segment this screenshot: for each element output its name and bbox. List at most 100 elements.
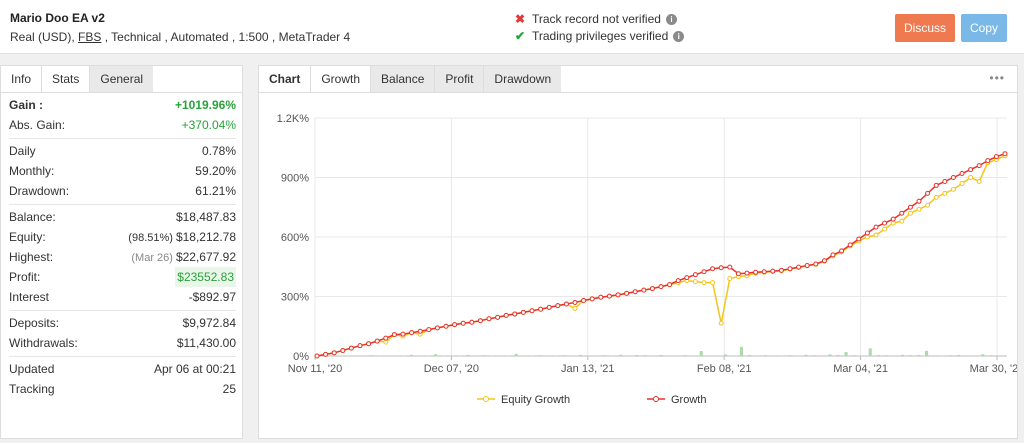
volume-bar	[514, 353, 518, 356]
growth-point	[744, 270, 750, 276]
growth-point	[950, 175, 956, 180]
equity-growth-point	[692, 279, 698, 285]
equity-growth-point	[925, 202, 931, 208]
growth-point	[512, 311, 518, 317]
volume-bar	[860, 355, 864, 356]
growth-point	[400, 331, 406, 337]
tab-profit[interactable]: Profit	[434, 66, 484, 92]
growth-point	[348, 345, 354, 351]
growth-point	[925, 190, 931, 196]
volume-bar	[731, 355, 735, 356]
volume-bar	[925, 350, 929, 356]
growth-point	[477, 318, 483, 324]
system-title: Mario Doo EA v2	[10, 11, 105, 25]
equity-growth-point	[882, 226, 888, 232]
equity-growth-point	[383, 339, 389, 345]
equity-growth-point	[968, 175, 974, 180]
equity-growth-point	[916, 206, 922, 212]
more-options-icon[interactable]: •••	[989, 71, 1005, 85]
x-tick-label: Dec 07, '20	[424, 363, 479, 375]
x-tick-label: Mar 04, '21	[833, 363, 888, 375]
volume-bar	[603, 355, 607, 356]
volume-bar	[619, 354, 623, 356]
volume-bar	[772, 355, 776, 356]
volume-bar	[933, 355, 937, 356]
volume-bar	[852, 355, 856, 356]
growth-point	[606, 293, 612, 299]
tab-balance[interactable]: Balance	[370, 66, 435, 92]
volume-bar	[812, 355, 816, 356]
growth-point	[520, 309, 526, 315]
equity-growth-point	[572, 305, 578, 311]
stat-abs-gain: Abs. Gain: +370.04%	[9, 118, 236, 132]
growth-line	[316, 152, 1006, 357]
y-tick-label: 600%	[281, 232, 309, 244]
volume-bar	[635, 355, 639, 356]
equity-growth-point	[890, 220, 896, 226]
equity-growth-point	[727, 276, 733, 282]
volume-bar	[900, 354, 904, 356]
volume-bar	[957, 355, 961, 356]
growth-point	[486, 316, 492, 322]
tab-drawdown[interactable]: Drawdown	[483, 66, 562, 92]
growth-point	[856, 236, 862, 242]
equity-growth-point	[899, 218, 905, 224]
growth-point	[340, 347, 346, 353]
growth-point	[735, 271, 741, 277]
copy-button[interactable]: Copy	[961, 14, 1007, 42]
growth-point	[555, 303, 561, 309]
system-subtitle: Real (USD), FBS , Technical , Automated …	[10, 30, 351, 44]
growth-point	[503, 312, 509, 318]
stat-highest: Highest: (Mar 26) $22,677.92	[9, 250, 236, 264]
info-icon[interactable]: i	[673, 30, 685, 42]
volume-bar	[659, 355, 663, 356]
stat-updated: Updated Apr 06 at 00:21	[9, 362, 236, 376]
equity-growth-point	[873, 232, 879, 238]
volume-bar	[989, 355, 993, 356]
volume-bar	[450, 355, 454, 356]
stat-withdrawals: Withdrawals: $11,430.00	[9, 336, 236, 350]
stat-daily: Daily 0.78%	[9, 144, 236, 158]
volume-bar	[981, 354, 985, 356]
growth-point	[460, 320, 466, 326]
volume-bar	[973, 355, 977, 356]
volume-bar	[353, 355, 357, 356]
growth-point	[787, 266, 793, 272]
legend-equity-marker	[483, 396, 489, 402]
volume-bar	[651, 355, 655, 356]
growth-point	[598, 294, 604, 300]
tab-stats[interactable]: Stats	[41, 66, 90, 92]
growth-point	[916, 198, 922, 204]
growth-point	[563, 301, 569, 307]
volume-bar	[466, 355, 470, 356]
discuss-button[interactable]: Discuss	[895, 14, 955, 42]
growth-point	[882, 220, 888, 226]
volume-bar	[691, 355, 695, 356]
growth-point	[589, 296, 595, 302]
growth-point	[753, 269, 759, 275]
info-icon[interactable]: i	[665, 13, 677, 25]
growth-point	[899, 210, 905, 216]
stat-profit: Profit: $23552.83	[9, 267, 236, 287]
legend-growth-label: Growth	[671, 394, 706, 406]
volume-bar	[764, 355, 768, 356]
growth-point	[830, 252, 836, 258]
volume-bar	[908, 355, 912, 356]
broker-link[interactable]: FBS	[78, 30, 102, 44]
growth-point	[323, 351, 329, 357]
growth-point	[684, 275, 690, 281]
growth-point	[976, 163, 982, 169]
volume-bar	[570, 355, 574, 356]
tab-info[interactable]: Info	[11, 72, 32, 86]
tab-general[interactable]: General	[89, 66, 154, 92]
volume-bar	[538, 355, 542, 356]
x-tick-label: Nov 11, '20	[288, 363, 342, 375]
equity-growth-point	[701, 280, 707, 286]
system-header: Mario Doo EA v2 Real (USD), FBS , Techni…	[0, 0, 1024, 54]
growth-point	[538, 306, 544, 312]
growth-point	[581, 297, 587, 303]
growth-point	[985, 158, 991, 164]
volume-bar	[369, 355, 373, 356]
growth-point	[804, 263, 810, 269]
tab-growth[interactable]: Growth	[310, 66, 371, 92]
